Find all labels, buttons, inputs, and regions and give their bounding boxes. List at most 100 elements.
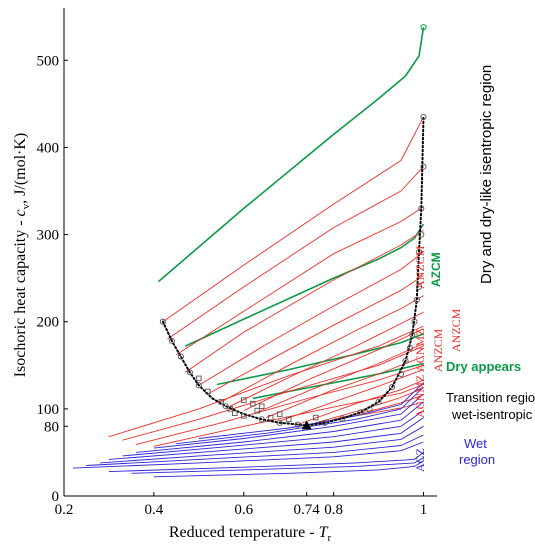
square-marker [249,400,256,407]
x-axis-title-symbol: T [319,524,329,541]
transition-series-line-18 [122,345,424,441]
x-axis-title: Reduced temperature - Tr [169,524,332,544]
x-tick-label: 0.2 [55,502,74,518]
minimum-point-triangle [301,420,312,430]
circle-marker [413,296,420,303]
square-marker [218,399,225,405]
transition-region-label-1: Transition region: [446,390,535,405]
circle-marker [420,113,427,120]
transition-series-line-19 [135,364,424,446]
turning-curve-layer [161,115,425,427]
x-tick-label: 0.74 [294,502,321,518]
dry-series-line-3 [216,333,424,386]
circle-marker [186,369,193,376]
transition-series-line-2 [167,166,424,340]
wet-region-label-1: Wet [464,436,487,451]
circle-marker [258,416,265,423]
square-marker [285,416,292,423]
circle-marker [406,344,414,351]
axes-layer [63,8,437,497]
y-tick-label: 100 [37,402,60,418]
y-tick-label: 300 [37,228,60,244]
transition-series-line-13 [297,379,424,425]
x-axis-title-sub: r [327,532,331,544]
circle-marker [402,357,409,364]
dry-appears-label: Dry appears [446,359,521,374]
dry-series-line-4 [252,362,424,400]
label-anzcm-3: ANZCM [449,308,463,352]
label-anzcm: ANZCM [413,245,427,289]
transition-region-label-2: wet-isentropic [451,407,533,422]
circle-marker [366,405,373,412]
y-tick-label: 200 [37,315,60,331]
transition-series-line-11 [266,356,424,419]
circle-marker [415,283,423,290]
transition-series-line-17 [108,325,424,438]
transition-series-line-5 [198,251,424,386]
circle-marker [321,419,328,426]
wet-series-line-8 [176,386,424,445]
circle-marker [415,248,423,256]
circle-marker [409,331,416,338]
wet-series-line-5 [122,410,424,457]
y-axis-title-symbol: c [12,209,29,216]
circle-marker [418,231,425,238]
transition-series-line-14 [315,387,424,424]
circle-marker [420,24,427,31]
x-tick-label: 0.4 [145,502,164,518]
transition-series-line-20 [153,384,424,447]
circle-marker [177,353,184,360]
wet-series-line-2 [86,434,424,466]
y-tick-label: 0 [52,489,60,505]
y-tick-label: 400 [37,140,60,156]
transition-series-line-7 [221,295,424,403]
transition-series-line-8 [230,311,424,407]
wet-series-line-4 [108,417,424,460]
circle-marker [418,205,425,212]
wet-series-line-3 [99,425,424,464]
wet-series-line-1 [72,441,424,469]
y-axis-title-sub: v [20,203,32,209]
square-marker [312,414,319,421]
label-acz: ACZ [413,448,427,472]
wet-series-line-10 [108,452,424,473]
square-marker [232,410,238,416]
markers-layer [159,24,427,430]
wet-series-line-6 [135,401,424,453]
circle-marker [397,370,405,378]
wet-region-label-2: region [459,452,495,467]
circle-marker [276,419,283,426]
square-marker [227,406,234,412]
square-marker [241,397,247,403]
square-marker [254,407,260,414]
circle-marker [294,421,301,428]
wet-series-line-12 [153,460,424,478]
wet-series-line-7 [153,393,424,449]
circle-marker [195,382,202,389]
circle-marker [420,163,427,170]
transition-series-line-6 [207,275,424,395]
square-marker [205,388,211,395]
y-tick-label: 500 [37,53,60,69]
circle-marker [357,409,364,416]
dry-series-line-2 [184,223,425,347]
label-azcm: AZCM [429,252,443,287]
circle-marker [375,398,382,405]
label-acnmz-2: ACNMZ [413,375,427,418]
wet-series-line-11 [131,457,424,474]
circle-marker [168,337,175,344]
y-axis-title-unit: , J/(mol·K) [12,133,29,204]
turning-point-curve [161,115,425,427]
square-marker [267,414,274,421]
transition-series-line-12 [279,369,424,422]
transition-series-line-16 [356,401,424,417]
circle-marker [159,318,166,325]
square-marker [276,411,283,417]
transition-series-line-1 [162,116,424,323]
label-acnmz: ACNMZ [413,329,427,372]
series-layer [72,27,425,478]
circle-marker [411,318,418,325]
dry-region-label: Dry and dry-like isentropic region [478,65,495,284]
